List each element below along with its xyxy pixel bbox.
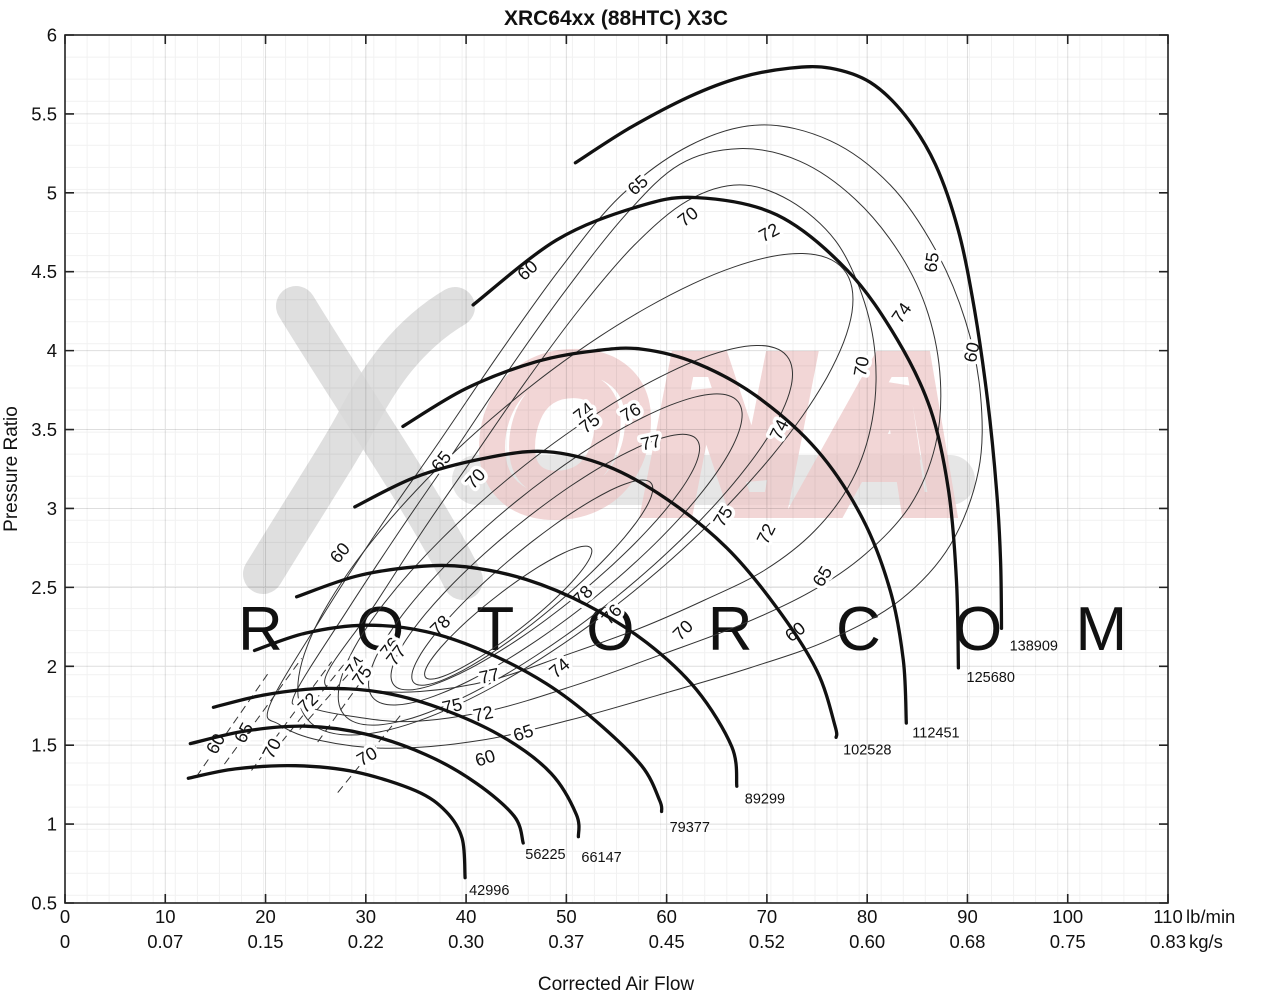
efficiency-label-65: 65 (920, 251, 943, 274)
grid (64, 34, 1169, 904)
y-tick-3: 3 (47, 498, 57, 519)
x-tick-lbmin-90: 90 (957, 906, 978, 927)
y-tick-0.5: 0.5 (31, 893, 57, 914)
speed-line-138909 (573, 65, 1004, 631)
watermark-tagline-right: C O M (836, 595, 1155, 664)
speed-line-label-125680: 125680 (967, 670, 1015, 686)
x-tick-lbmin-0: 0 (60, 906, 70, 927)
speed-line-label-112451: 112451 (912, 725, 959, 741)
x-tick-lbmin-50: 50 (556, 906, 577, 927)
speed-line-56225 (188, 724, 525, 845)
x-axis-label: Corrected Air Flow (538, 974, 695, 995)
watermark-x-stroke (276, 286, 483, 600)
x-tick-kgs-0.37: 0.37 (548, 931, 584, 952)
speed-line-label-102528: 102528 (843, 743, 891, 759)
grid-minor (65, 35, 1168, 903)
y-tick-2.5: 2.5 (31, 577, 57, 598)
speed-line-102528 (353, 449, 839, 739)
speed-line-79377 (252, 623, 664, 814)
efficiency-label-65: 65 (511, 720, 536, 745)
y-tick-2: 2 (47, 656, 57, 677)
speed-line-label-79377: 79377 (670, 820, 710, 836)
speed-line-66147 (211, 686, 581, 839)
x-tick-kgs-0.52: 0.52 (749, 931, 785, 952)
contour-dashed-60 (195, 673, 268, 778)
x-unit-secondary: kg/s (1189, 931, 1223, 952)
watermark-brand-letters: ONA (482, 320, 968, 549)
efficiency-label-65: 65 (624, 171, 652, 199)
x-tick-lbmin-30: 30 (356, 906, 377, 927)
efficiency-label-72: 72 (756, 219, 783, 246)
speed-line-label-138909: 138909 (1010, 639, 1058, 655)
efficiency-label-77: 77 (639, 431, 663, 455)
x-tick-kgs-0.22: 0.22 (348, 931, 384, 952)
efficiency-label-70: 70 (258, 735, 285, 762)
x-tick-kgs-0.75: 0.75 (1050, 931, 1086, 952)
x-tick-lbmin-40: 40 (456, 906, 477, 927)
contour-line-76 (390, 433, 701, 691)
watermark-band (452, 455, 975, 505)
speed-line-112451 (401, 346, 908, 725)
chart-title: XRC64xx (88HTC) X3C (504, 7, 728, 30)
speed-line-89299 (294, 563, 739, 788)
contour-line-70 (324, 184, 877, 693)
axes: 0 0 10 0.07 20 0.15 30 0.22 40 0.30 50 0.37 60 0.45 70… (31, 25, 1186, 953)
x-tick-kgs-0: 0 (60, 931, 70, 952)
x-tick-lbmin-10: 10 (155, 906, 176, 927)
x-unit-primary: lb/min (1186, 906, 1235, 927)
contour-line-75 (368, 393, 743, 706)
speed-line-42996 (186, 763, 467, 880)
x-tick-lbmin-110: 110 (1153, 906, 1183, 927)
y-tick-4.5: 4.5 (31, 261, 57, 282)
speed-lines: 42996 56225 66147 79377 89299 102528 112451 125… (186, 65, 1058, 899)
x-tick-lbmin-60: 60 (656, 906, 677, 927)
efficiency-contours (195, 124, 983, 793)
plot-border (64, 34, 1169, 904)
x-tick-kgs-0.83: 0.83 (1150, 931, 1186, 952)
contour-line-77 (411, 479, 654, 686)
efficiency-label-60: 60 (473, 745, 498, 770)
x-tick-kgs-0.30: 0.30 (448, 931, 484, 952)
y-tick-1.5: 1.5 (31, 735, 57, 756)
contour-dashed-65 (224, 658, 303, 765)
x-tick-lbmin-100: 100 (1052, 906, 1083, 927)
contour-dashed-70 (337, 713, 403, 793)
speed-line-label-89299: 89299 (745, 792, 785, 808)
y-tick-4: 4 (47, 340, 57, 361)
y-tick-5: 5 (47, 182, 57, 203)
x-tick-kgs-0.68: 0.68 (949, 931, 985, 952)
watermark-x-stroke (243, 287, 475, 594)
x-tick-lbmin-80: 80 (857, 906, 878, 927)
y-axis-label: Pressure Ratio (1, 406, 22, 532)
x-tick-kgs-0.15: 0.15 (248, 931, 284, 952)
speed-line-125680 (471, 195, 961, 670)
contour-line-74 (337, 344, 793, 726)
contour-line-60 (266, 124, 983, 749)
y-tick-3.5: 3.5 (31, 419, 57, 440)
x-tick-kgs-0.07: 0.07 (147, 931, 183, 952)
y-tick-1: 1 (47, 814, 57, 835)
x-tick-lbmin-70: 70 (757, 906, 778, 927)
contour-dashed-70 (251, 661, 333, 771)
contour-line-65 (291, 148, 942, 723)
speed-line-label-66147: 66147 (581, 850, 621, 866)
contour-dashed-72 (281, 664, 345, 743)
watermark-logo (243, 286, 975, 600)
efficiency-label-77: 77 (477, 664, 501, 688)
x-tick-kgs-0.60: 0.60 (849, 931, 885, 952)
x-tick-lbmin-20: 20 (255, 906, 276, 927)
speed-line-label-56225: 56225 (525, 847, 565, 863)
contour-line-72 (297, 252, 854, 736)
axis-ticks (64, 34, 1169, 904)
x-tick-kgs-0.45: 0.45 (649, 931, 685, 952)
efficiency-label-70: 70 (850, 355, 873, 378)
y-tick-5.5: 5.5 (31, 103, 57, 124)
speed-line-label-42996: 42996 (469, 883, 509, 899)
y-tick-6: 6 (47, 25, 57, 46)
watermark-text: ONA R O T O R C O M (238, 307, 1155, 664)
